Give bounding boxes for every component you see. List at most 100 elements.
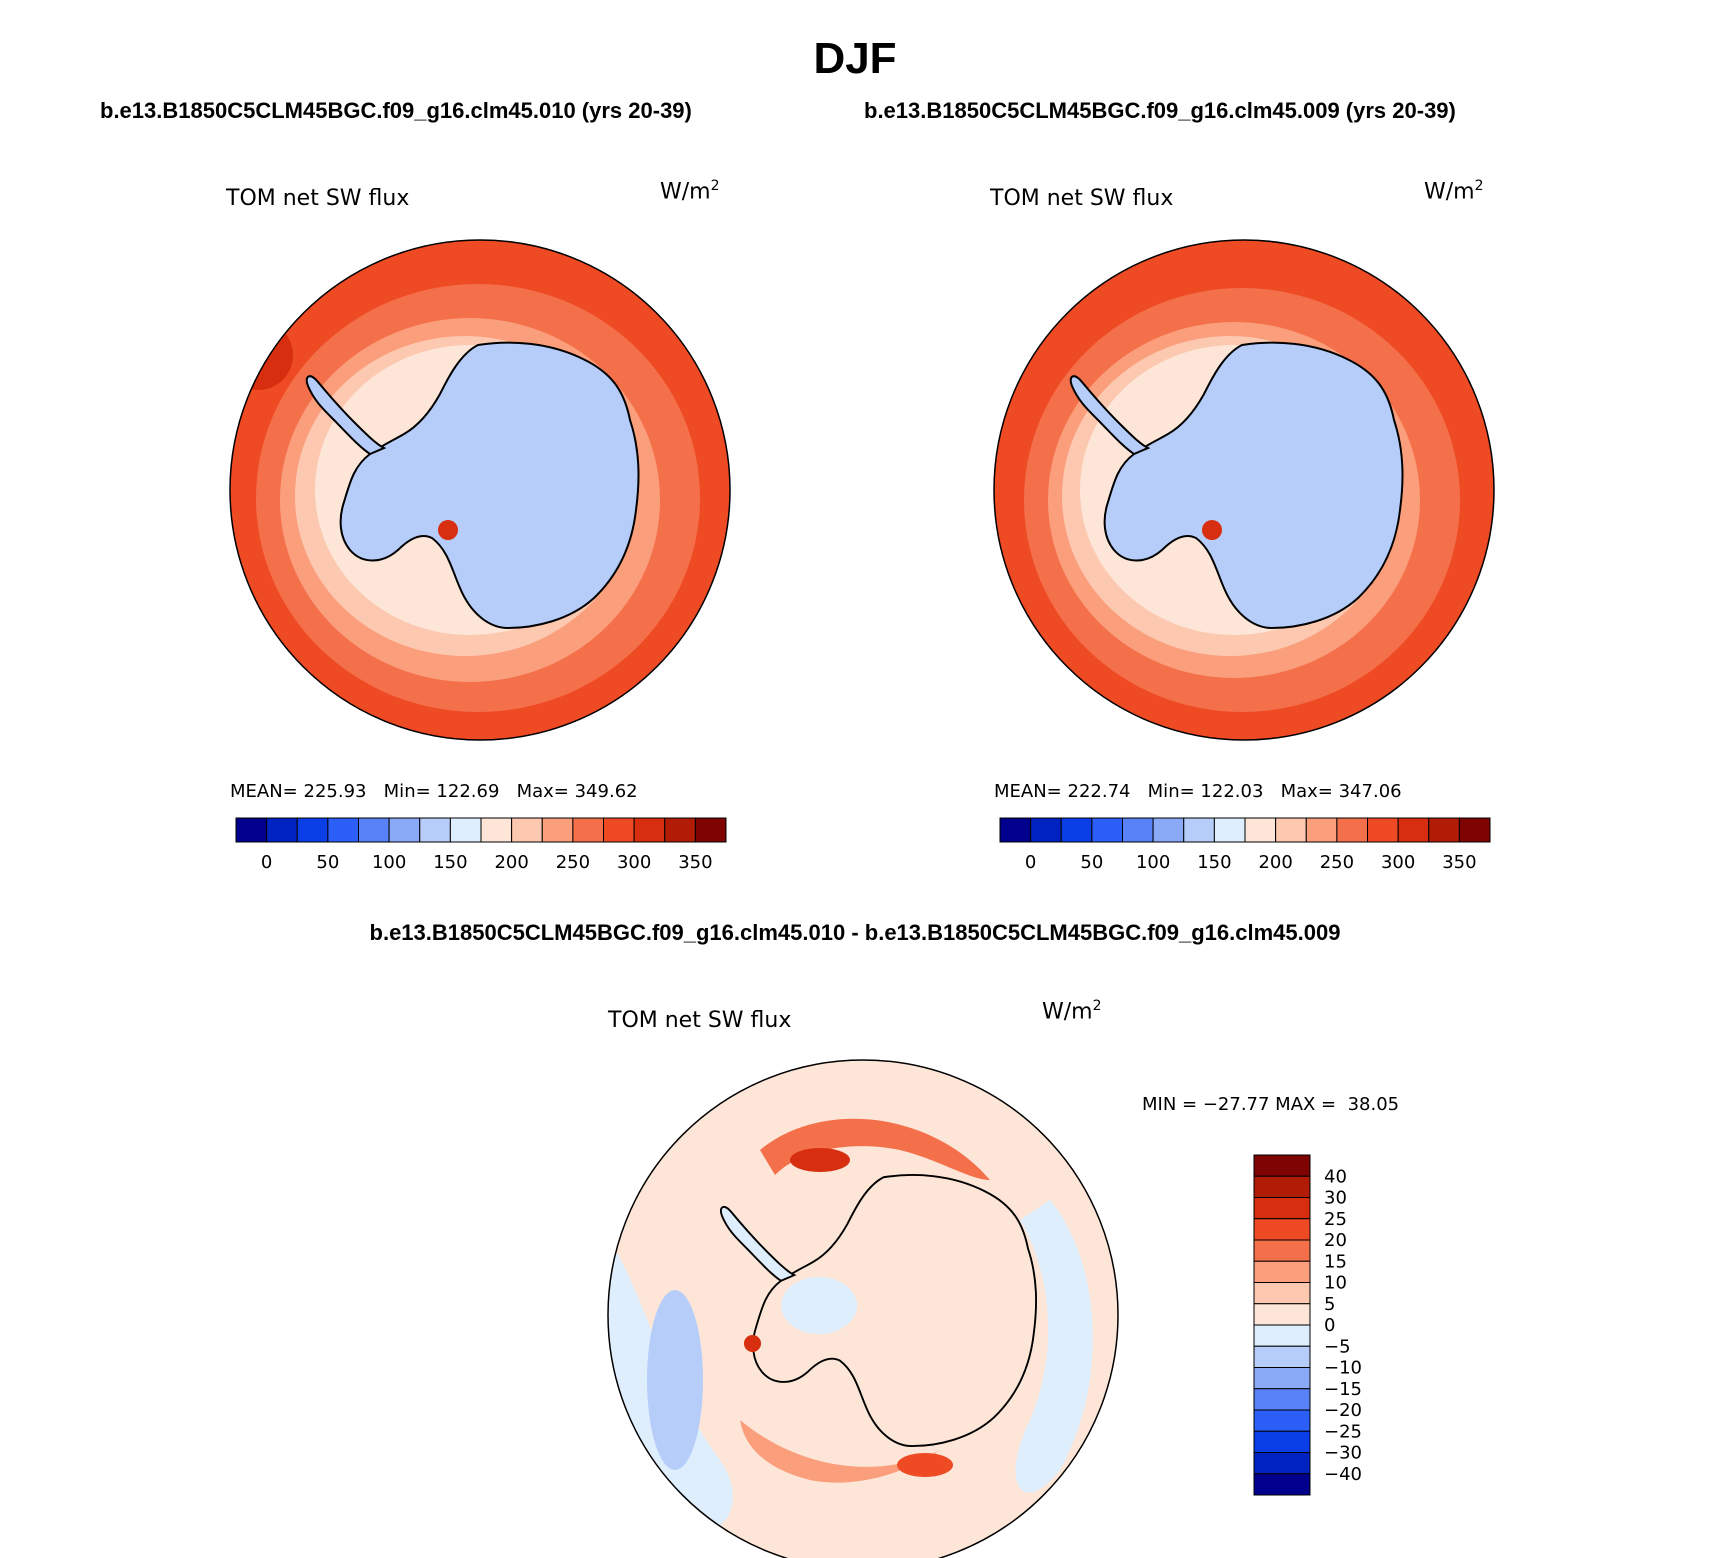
- diff-colorbar-tick-label: −10: [1324, 1358, 1362, 1379]
- diff-colorbar-tick-label: 25: [1324, 1209, 1347, 1230]
- panel-2-colorbar-tick-label: 150: [1197, 852, 1231, 873]
- diff-colorbar-swatch: [1253, 1388, 1311, 1411]
- diff-panel-map-border: [607, 1059, 1119, 1558]
- panel-2-colorbar-swatch: [1275, 817, 1307, 843]
- panel-1-stats: MEAN= 225.93 Min= 122.69 Max= 349.62: [230, 781, 638, 802]
- diff-field-positive-core-south: [897, 1453, 953, 1477]
- diff-colorbar-swatch: [1253, 1303, 1311, 1326]
- panel-1-colorbar-tick-label: 300: [617, 852, 651, 873]
- panel-2-colorbar-swatch: [1244, 817, 1277, 843]
- panel-1-min-value: 122.69: [436, 781, 500, 802]
- panel-1-units-exponent: 2: [710, 178, 720, 194]
- panel-2-colorbar-tick-label: 250: [1320, 852, 1354, 873]
- diff-colorbar-swatch: [1253, 1239, 1311, 1262]
- diff-colorbar-swatch: [1253, 1154, 1311, 1177]
- panel-1-colorbar-swatch: [419, 817, 451, 843]
- diff-field-hotspot-west: [743, 1334, 762, 1353]
- panel-2-colorbar-tick-label: 0: [1025, 852, 1036, 873]
- panel-2-map-border: [993, 239, 1495, 741]
- diff-colorbar-tick-label: 10: [1324, 1273, 1347, 1294]
- panel-2-colorbar-swatch: [999, 817, 1032, 843]
- panel-1-hotspot-ross: [438, 520, 458, 540]
- panel-1-colorbar-swatch: [694, 817, 727, 843]
- panel-2-colorbar-tick-label: 100: [1136, 852, 1170, 873]
- panel-2-min-label: Min=: [1147, 781, 1195, 802]
- diff-colorbar-tick-label: 0: [1324, 1315, 1335, 1336]
- panel-2-colorbar-swatch: [1060, 817, 1093, 843]
- diff-field-positive-arc-north: [760, 1118, 990, 1180]
- panel-1-colorbar-swatch: [480, 817, 513, 843]
- panel-1-colorbar-swatch: [572, 817, 604, 843]
- panel-1-colorbar-tick-label: 0: [261, 852, 272, 873]
- diff-colorbar-tick-label: 30: [1324, 1188, 1347, 1209]
- diff-colorbar-tick-label: −40: [1324, 1464, 1362, 1485]
- panel-1-units: W/m2: [660, 178, 720, 204]
- panel-2-min-value: 122.03: [1200, 781, 1264, 802]
- panel-2-colorbar-tick-label: 50: [1080, 852, 1103, 873]
- panel-2-mean-label: MEAN=: [994, 781, 1062, 802]
- panel-2-max-label: Max=: [1280, 781, 1333, 802]
- panel-2-colorbar-tick-label: 200: [1258, 852, 1292, 873]
- diff-panel-minmax: MIN = −27.77 MAX = 38.05: [1142, 1094, 1400, 1115]
- diff-colorbar-swatch: [1253, 1218, 1311, 1241]
- panel-1-colorbar-swatch: [358, 817, 390, 843]
- diff-colorbar-tick-label: 40: [1324, 1166, 1347, 1187]
- panel-1-case-title: b.e13.B1850C5CLM45BGC.f09_g16.clm45.010 …: [100, 98, 692, 123]
- panel-2-colorbar-swatch: [1428, 817, 1460, 843]
- panel-2-colorbar-swatch: [1305, 817, 1338, 843]
- panel-2-colorbar-tick-label: 300: [1381, 852, 1415, 873]
- panel-1-colorbar-swatch: [327, 817, 359, 843]
- panel-2-colorbar-swatch: [1397, 817, 1430, 843]
- panel-1-colorbar-swatch: [388, 817, 421, 843]
- panel-1-colorbar-swatch: [603, 817, 635, 843]
- diff-colorbar-tick-label: −25: [1324, 1421, 1362, 1442]
- diff-panel-units: W/m2: [1042, 998, 1102, 1024]
- panel-1-variable-label: TOM net SW flux: [226, 186, 410, 211]
- panel-2-mean-value: 222.74: [1067, 781, 1131, 802]
- panel-1-map-border: [229, 239, 731, 741]
- panel-1-colorbar-swatch: [511, 817, 543, 843]
- page-title: DJF: [813, 34, 897, 83]
- panel-1-colorbar-tick-label: 100: [372, 852, 406, 873]
- panel-1-field-dark-patch: [230, 320, 293, 390]
- panel-1-colorbar-swatch: [266, 817, 298, 843]
- panel-1-colorbar-swatch: [449, 817, 482, 843]
- panel-1-mean-label: MEAN=: [230, 781, 298, 802]
- panel-1-colorbar-tick-label: 50: [316, 852, 339, 873]
- diff-panel-title: b.e13.B1850C5CLM45BGC.f09_g16.clm45.010 …: [369, 920, 1341, 945]
- diff-colorbar-tick-label: −30: [1324, 1443, 1362, 1464]
- diff-colorbar-swatch: [1253, 1175, 1311, 1198]
- diff-panel-units-base: W/m: [1042, 999, 1093, 1025]
- panel-1-colorbar-swatch: [235, 817, 268, 843]
- panel-2-max-value: 347.06: [1338, 781, 1402, 802]
- panel-1-colorbar-swatch: [541, 817, 574, 843]
- diff-field-positive-core-north: [790, 1148, 850, 1172]
- panel-1-colorbar-tick-label: 150: [433, 852, 467, 873]
- panel-1-polar-map: [230, 240, 730, 740]
- panel-1-units-base: W/m: [660, 179, 711, 205]
- panel-2-colorbar-swatch: [1336, 817, 1368, 843]
- panel-2-colorbar-tick-label: 350: [1442, 852, 1476, 873]
- panel-1-max-label: Max=: [516, 781, 569, 802]
- panel-2-colorbar-swatch: [1183, 817, 1215, 843]
- diff-field-negative-region-east: [1015, 1200, 1093, 1493]
- diff-colorbar-swatch: [1253, 1282, 1311, 1305]
- panel-2-variable-label: TOM net SW flux: [990, 186, 1174, 211]
- panel-2-colorbar: 0 50 100 150 200 250 300 350: [999, 817, 1491, 873]
- panel-1-colorbar-swatch: [633, 817, 666, 843]
- panel-2-colorbar-swatch: [1030, 817, 1062, 843]
- diff-colorbar-tick-label: 15: [1324, 1251, 1347, 1272]
- panel-2-colorbar-swatch: [1152, 817, 1185, 843]
- panel-2-units-exponent: 2: [1474, 178, 1484, 194]
- panel-1-mean-value: 225.93: [303, 781, 367, 802]
- diff-panel-variable-label: TOM net SW flux: [608, 1008, 792, 1033]
- diff-colorbar-swatch: [1253, 1409, 1311, 1432]
- diff-colorbar-tick-label: −15: [1324, 1379, 1362, 1400]
- panel-2-colorbar-swatch: [1213, 817, 1246, 843]
- panel-1-max-value: 349.62: [574, 781, 638, 802]
- panel-1-min-label: Min=: [383, 781, 431, 802]
- diff-field-antarctica-negative-west: [781, 1277, 857, 1334]
- diff-panel-units-exponent: 2: [1092, 998, 1102, 1014]
